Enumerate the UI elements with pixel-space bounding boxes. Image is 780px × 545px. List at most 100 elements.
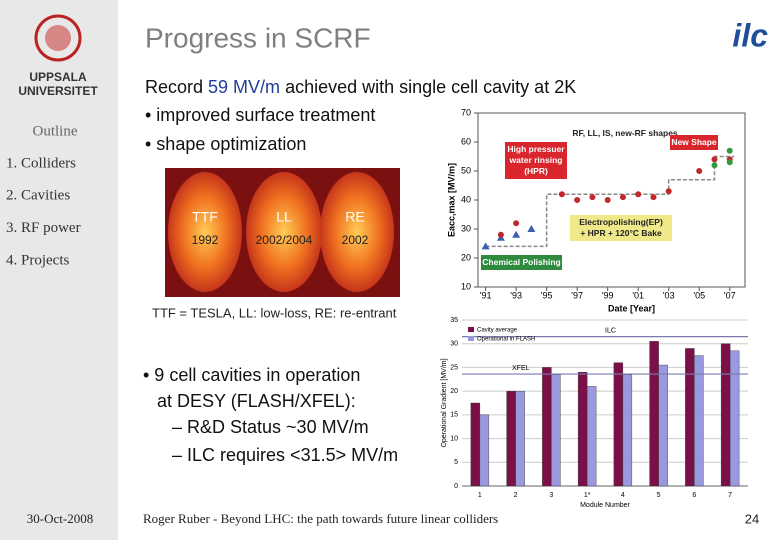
annotation-box (505, 142, 567, 179)
point (497, 231, 504, 238)
x-tick-label: 1 (478, 492, 482, 499)
y-tick-label: 15 (450, 412, 458, 419)
date: 30-Oct-2008 (27, 511, 93, 526)
point (635, 191, 642, 198)
seal-center (45, 25, 71, 51)
slide-title: Progress in SCRF (145, 22, 371, 53)
y-tick-label: 70 (461, 107, 471, 117)
plot-area (462, 320, 748, 486)
bar (470, 402, 481, 487)
logo-line: UNIVERSITET (18, 84, 98, 98)
point (589, 194, 596, 201)
annotation-box (570, 215, 672, 241)
logo-line: UPPSALA (29, 70, 87, 84)
annotation: RF, LL, IS, new-RF shapes (572, 128, 678, 138)
y-tick-label: 30 (450, 341, 458, 348)
cavity-name: TTF (192, 209, 218, 225)
point (650, 194, 657, 201)
point (604, 197, 611, 203)
ilc-logo: ilc (732, 17, 768, 53)
annotation: + HPR + 120°C Bake (580, 228, 662, 238)
x-tick-label: '99 (602, 290, 614, 300)
footer-text: Roger Ruber - Beyond LHC: the path towar… (143, 511, 498, 526)
point (726, 147, 733, 154)
y-axis-label: Operational Gradient [MV/m] (441, 358, 448, 447)
x-axis-label: Module Number (580, 502, 630, 509)
bullet: • 9 cell cavities in operation (143, 365, 360, 385)
university-seal (34, 14, 82, 62)
x-tick-label: '07 (724, 290, 736, 300)
x-tick-label: '03 (663, 290, 675, 300)
y-tick-label: 10 (461, 281, 471, 291)
x-tick-label: 6 (692, 492, 696, 499)
y-tick-label: 25 (450, 364, 458, 371)
outline-item: 1. Colliders (6, 155, 76, 171)
x-tick-label: '05 (693, 290, 705, 300)
y-tick-label: 30 (461, 223, 471, 233)
point (619, 194, 626, 201)
legend-label: Cavity average (477, 328, 518, 334)
outline-item: 2. Cavities (6, 188, 70, 204)
y-axis-label: Eacc,max [MV/m] (446, 163, 456, 237)
cavity-year: 2002 (342, 233, 369, 247)
bar (551, 374, 561, 487)
x-tick-label: 2 (514, 492, 518, 499)
point (574, 197, 581, 203)
bar (729, 350, 740, 487)
legend-label: Operational in FLASH (477, 337, 535, 343)
record-line: Record 59 MV/m achieved with single cell… (145, 77, 576, 97)
bar (506, 390, 516, 487)
x-tick-label: '91 (480, 290, 492, 300)
page-number: 24 (745, 511, 759, 526)
point (527, 225, 536, 232)
reference-label: ILC (605, 327, 616, 334)
x-tick-label: 1* (584, 492, 591, 499)
y-tick-label: 10 (450, 435, 458, 442)
bar (577, 371, 588, 487)
point (711, 156, 718, 163)
bullet: • improved surface treatment (145, 105, 375, 125)
sub-bullet: – ILC requires <31.5> MV/m (172, 445, 398, 465)
cavity-labels: TTF 1992 LL 2002/2004 RE 2002 (192, 209, 369, 247)
x-tick-label: '95 (541, 290, 553, 300)
point (513, 220, 520, 227)
bar (649, 341, 659, 487)
bar (479, 414, 490, 487)
annotation-box (670, 135, 718, 150)
y-tick-label: 0 (454, 483, 458, 490)
cavity-name: RE (345, 209, 364, 225)
x-tick-label: '93 (510, 290, 522, 300)
y-tick-label: 5 (454, 459, 458, 466)
annotation-box (481, 255, 562, 270)
y-tick-label: 60 (461, 136, 471, 146)
annotation: water rinsing (509, 155, 563, 165)
sidebar-bg (0, 0, 118, 540)
point (512, 230, 521, 238)
point (726, 159, 733, 166)
bullet-cont: at DESY (FLASH/XFEL): (157, 391, 356, 411)
x-tick-label: 4 (621, 492, 625, 499)
bar (694, 355, 704, 487)
eacc-chart: 10 20 30 40 50 60 70 '91 '93 '95 '97 '99 '01 '03 '05 '0… (446, 107, 746, 313)
bullet: • shape optimization (145, 134, 306, 154)
bar (613, 362, 624, 487)
x-tick-label: '01 (632, 290, 644, 300)
bar (542, 367, 552, 487)
annotation: High pressuer (507, 144, 565, 154)
bar (515, 390, 525, 487)
x-tick-label: 7 (728, 492, 732, 499)
bar (720, 343, 731, 487)
bar (658, 364, 668, 487)
point (696, 168, 703, 174)
text: achieved with single cell cavity at 2K (280, 77, 576, 97)
point (481, 242, 490, 250)
highlight: 59 MV/m (208, 77, 280, 97)
legend-swatch (468, 336, 474, 341)
outline-item: 4. Projects (6, 252, 69, 268)
outline-title: Outline (33, 123, 78, 139)
bar (685, 348, 695, 487)
x-tick-label: '97 (571, 290, 583, 300)
cavity-shape (320, 172, 394, 292)
annotation: Electropolishing(EP) (579, 217, 663, 227)
